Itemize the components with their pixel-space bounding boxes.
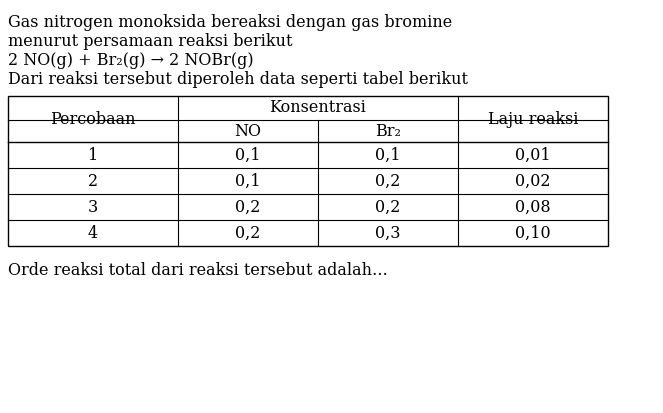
Text: 0,1: 0,1 [375, 147, 400, 164]
Text: Orde reaksi total dari reaksi tersebut adalah…: Orde reaksi total dari reaksi tersebut a… [8, 262, 388, 279]
Text: 2 NO(g) + Br₂(g) → 2 NOBr(g): 2 NO(g) + Br₂(g) → 2 NOBr(g) [8, 52, 254, 69]
Text: Dari reaksi tersebut diperoleh data seperti tabel berikut: Dari reaksi tersebut diperoleh data sepe… [8, 71, 468, 88]
Text: 1: 1 [88, 147, 98, 164]
Text: 0,1: 0,1 [235, 147, 261, 164]
Text: Laju reaksi: Laju reaksi [488, 111, 578, 128]
Text: 3: 3 [88, 199, 98, 216]
Text: 0,02: 0,02 [515, 173, 551, 190]
Text: 0,2: 0,2 [235, 225, 261, 242]
Text: NO: NO [235, 123, 261, 140]
Bar [8, 96, 608, 246]
Text: 4: 4 [88, 225, 98, 242]
Text: Percobaan: Percobaan [50, 111, 136, 128]
Text: 0,10: 0,10 [515, 225, 551, 242]
Text: 0,1: 0,1 [235, 173, 261, 190]
Text: Br₂: Br₂ [375, 123, 401, 140]
Text: 0,2: 0,2 [375, 199, 400, 216]
Text: 0,01: 0,01 [515, 147, 551, 164]
Text: Konsentrasi: Konsentrasi [270, 100, 367, 116]
Text: menurut persamaan reaksi berikut: menurut persamaan reaksi berikut [8, 33, 292, 50]
Text: Gas nitrogen monoksida bereaksi dengan gas bromine: Gas nitrogen monoksida bereaksi dengan g… [8, 14, 452, 31]
Text: 0,2: 0,2 [375, 173, 400, 190]
Text: 2: 2 [88, 173, 98, 190]
Text: 0,2: 0,2 [235, 199, 261, 216]
Text: 0,08: 0,08 [515, 199, 551, 216]
Text: 0,3: 0,3 [375, 225, 400, 242]
